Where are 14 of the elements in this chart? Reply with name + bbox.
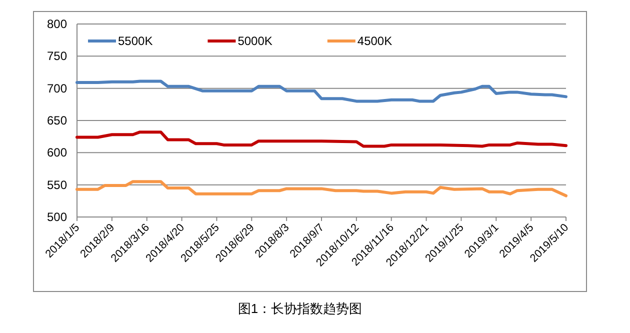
y-tick-label: 750 — [46, 49, 68, 64]
y-tick-label: 800 — [46, 17, 68, 31]
caption: 图1：长协指数趋势图 — [238, 301, 362, 316]
line-series — [76, 180, 568, 198]
y-tick-label: 700 — [46, 81, 68, 96]
y-tick-label: 650 — [46, 114, 68, 128]
y-tick-label: 500 — [46, 210, 68, 224]
line-series — [76, 80, 568, 103]
line-series — [76, 130, 568, 148]
y-tick-label: 550 — [46, 178, 68, 192]
y-tick-label: 600 — [46, 146, 68, 160]
legend-label: 5500K — [118, 34, 153, 48]
legend-label: 4500K — [357, 34, 392, 48]
legend-label: 5000K — [238, 34, 272, 48]
